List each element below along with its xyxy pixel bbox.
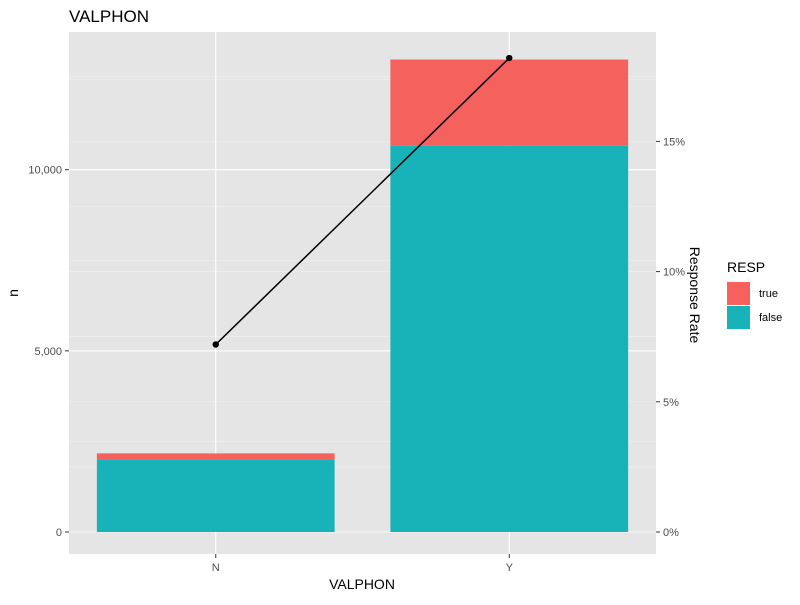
y2-tick-label: 15% (663, 136, 685, 148)
legend-key-true (727, 282, 750, 305)
legend-key-false (727, 306, 750, 329)
x-tick-label-Y: Y (506, 562, 514, 574)
x-axis-title: VALPHON (329, 576, 395, 592)
bar-N-true (96, 453, 335, 460)
bar-N-false (96, 459, 335, 532)
y-axis-title: n (5, 289, 21, 297)
bar-Y-true (390, 59, 629, 146)
legend-label-false: false (759, 312, 782, 324)
y-tick-label: 10,000 (28, 165, 62, 177)
legend-title: RESP (727, 259, 765, 275)
response-rate-layer (212, 54, 513, 348)
y-tick-label: 5,000 (34, 346, 62, 358)
response-rate-point-Y (506, 54, 513, 62)
y-tick-label: 0 (56, 527, 62, 539)
response-rate-point-N (212, 341, 219, 348)
bars-layer (96, 59, 629, 532)
y2-axis-title: Response Rate (687, 247, 703, 344)
x-tick-label-N: N (212, 562, 220, 574)
y2-tick-label: 5% (663, 397, 679, 409)
legend-items: true false (727, 282, 782, 329)
bar-Y-false (390, 145, 629, 532)
y2-tick-label: 0% (663, 527, 679, 539)
y-axis-right: 0% 5% 10% 15% (656, 136, 685, 539)
response-rate-line (215, 57, 510, 346)
chart-title: VALPHON (69, 7, 149, 26)
y-axis-left: 0 5,000 10,000 (28, 165, 69, 539)
y2-tick-label: 10% (663, 267, 685, 279)
legend-label-true: true (759, 288, 778, 300)
plot-panel (69, 32, 656, 554)
legend: RESP true false (727, 259, 782, 329)
